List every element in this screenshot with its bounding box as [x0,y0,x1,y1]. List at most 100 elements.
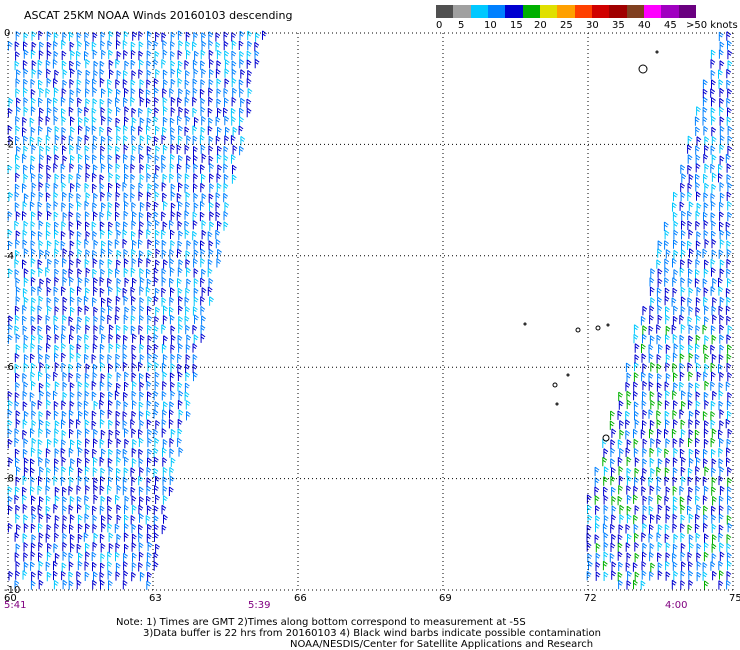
wind-barb [15,125,21,135]
wind-barb-stroke [673,239,678,249]
wind-barb [208,155,214,165]
wind-barb [70,543,75,553]
wind-barb-stroke [633,333,639,344]
wind-barb [45,457,51,468]
wind-barb [223,173,229,184]
wind-barb-stroke [672,352,678,362]
wind-barb-stroke [61,39,67,50]
wind-barb-stroke [15,372,20,383]
wind-barb-stroke [69,476,75,487]
wind-barb [8,97,14,108]
wind-barb [93,494,99,504]
wind-barb [16,145,21,156]
wind-barb-stroke [703,428,709,438]
wind-barb-stroke [99,174,105,184]
wind-barb-stroke [138,532,143,543]
wind-barb-stroke [664,476,670,486]
wind-barb-stroke [53,543,59,553]
wind-barb [107,495,112,506]
wind-barb-stroke [15,163,21,174]
wind-barb [680,277,686,287]
wind-barb [45,88,51,98]
wind-barb-stroke [649,305,655,315]
wind-barb-stroke [192,363,198,374]
wind-barb [688,268,693,278]
wind-barb [107,551,112,561]
wind-barb [37,570,43,580]
wind-barb-stroke [650,362,656,372]
wind-barb-stroke [7,164,13,175]
wind-barb [45,59,51,70]
wind-barb-stroke [130,467,136,477]
wind-barb-stroke [15,154,20,164]
wind-barb [100,315,106,325]
wind-barb-stroke [640,580,646,590]
wind-barb-stroke [61,400,67,410]
wind-barb [192,96,197,107]
wind-barb-stroke [61,182,67,192]
wind-barb-stroke [45,182,51,192]
wind-barb [85,438,90,448]
wind-barb-stroke [14,580,20,590]
wind-barb-stroke [657,391,663,402]
wind-barb [8,457,14,467]
wind-barb-stroke [131,202,137,212]
wind-barb [146,60,152,70]
wind-barb [54,306,60,316]
wind-barb-stroke [725,305,731,315]
wind-barb-stroke [91,410,97,420]
wind-barb-stroke [130,49,136,59]
wind-barb [62,486,67,497]
wind-barb-stroke [146,380,152,391]
wind-barb [146,134,152,145]
wind-barb [14,400,20,411]
wind-barb [231,60,237,70]
wind-barb-stroke [688,448,694,458]
wind-barb-stroke [107,570,113,580]
wind-barb-stroke [108,532,114,542]
wind-barb-stroke [115,429,121,439]
wind-barb [23,466,29,477]
wind-barb-stroke [69,344,75,354]
wind-barb-stroke [92,230,98,241]
wind-barb-stroke [116,277,122,288]
wind-barb-stroke [170,153,175,164]
wind-barb [727,410,732,421]
wind-barb [626,372,632,382]
wind-barb [153,524,159,534]
wind-barb-stroke [147,296,153,306]
wind-barb [46,342,51,353]
wind-barb [702,571,708,581]
wind-barb-stroke [123,314,129,324]
wind-barb [696,286,702,297]
wind-barb [115,191,121,202]
wind-barb-stroke [108,268,113,278]
wind-barb-stroke [153,173,159,183]
wind-barb-stroke [69,418,74,429]
wind-barb [77,457,82,467]
wind-barb-stroke [85,315,91,326]
wind-barb-stroke [702,278,708,288]
wind-barb-stroke [23,362,29,373]
wind-barb [162,88,167,98]
wind-barb [22,210,27,221]
wind-barb [161,504,167,515]
wind-barb [115,173,121,184]
wind-barb-stroke [14,486,20,496]
wind-barb [184,108,190,118]
wind-barb-stroke [76,372,82,383]
wind-barb-stroke [719,125,725,136]
wind-barb-stroke [85,154,90,164]
wind-barb-stroke [170,390,176,400]
wind-barb-stroke [153,295,159,306]
wind-barb [147,249,153,260]
wind-barb-stroke [84,200,90,211]
wind-barb [132,333,137,343]
wind-barb [664,287,670,297]
wind-barb [108,59,114,70]
wind-barb [139,201,145,212]
wind-barb [45,381,51,392]
wind-barb [69,524,74,534]
wind-barb [77,277,83,287]
wind-barb [617,439,623,449]
